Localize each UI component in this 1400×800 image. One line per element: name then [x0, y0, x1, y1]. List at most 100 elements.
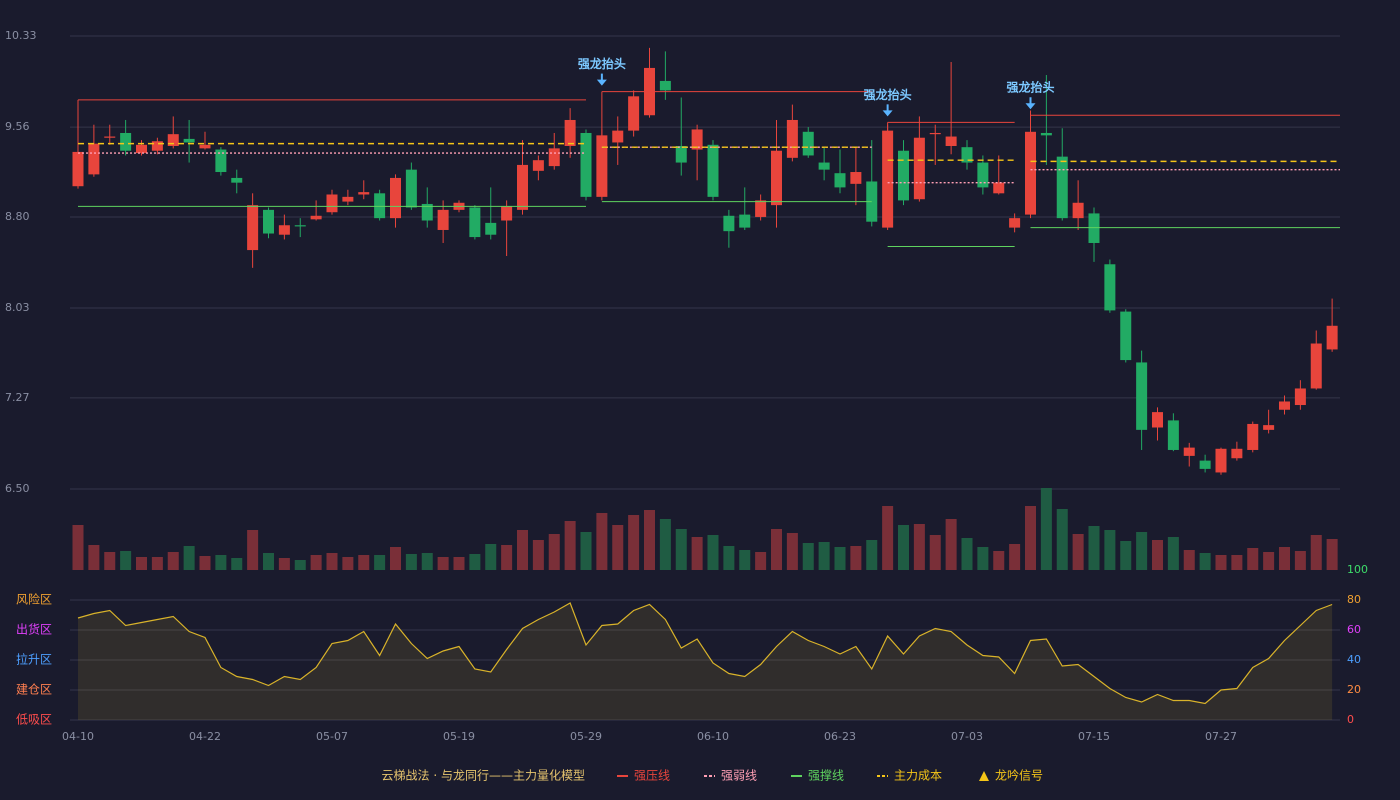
candle-body: [898, 150, 909, 201]
candle-body: [1167, 420, 1179, 450]
candle-body: [167, 134, 179, 146]
candle-body: [993, 182, 1005, 194]
x-tick-label: 04-10: [62, 730, 94, 743]
volume-bar: [1215, 555, 1227, 570]
y-tick-label: 8.80: [5, 210, 30, 223]
volume-bar: [1294, 551, 1306, 570]
legend-label: 主力成本: [894, 769, 942, 783]
oscillator-line: [77, 602, 1333, 705]
candle-body: [1294, 388, 1306, 406]
candle-body: [1231, 448, 1243, 459]
volume-bar: [644, 510, 655, 570]
candle-body: [517, 164, 528, 210]
volume-bar: [231, 558, 243, 570]
volume-bar: [818, 542, 830, 570]
volume-bar: [1199, 553, 1211, 570]
candle-body: [723, 215, 735, 232]
volume-bar: [437, 557, 449, 570]
volume-bar: [517, 530, 528, 570]
candle-body: [818, 162, 830, 170]
x-tick-label: 05-29: [570, 730, 602, 743]
candle-body: [1215, 448, 1227, 473]
volume-bar: [850, 546, 862, 570]
x-tick-label: 06-23: [824, 730, 856, 743]
volume-bar: [786, 533, 798, 570]
volume-bar: [88, 545, 100, 570]
volume-bar: [691, 537, 703, 570]
volume-bar: [247, 530, 259, 570]
candle-body: [1088, 213, 1100, 243]
candle-body: [1199, 460, 1211, 469]
candle-body: [1104, 264, 1116, 311]
y2-tick-label: 40: [1347, 653, 1361, 666]
y-tick-label: 6.50: [5, 482, 30, 495]
x-tick-label: 07-03: [951, 730, 983, 743]
signal-label: 强龙抬头: [578, 56, 626, 71]
candle-body: [691, 129, 703, 150]
candle-body: [913, 137, 925, 200]
volume-bar: [1263, 552, 1275, 570]
candle-body: [501, 206, 513, 221]
volume-bar: [199, 556, 211, 570]
candle-body: [612, 130, 624, 143]
volume-bar: [485, 544, 497, 570]
legend-label: 龙吟信号: [995, 768, 1043, 783]
candle-body: [1263, 425, 1275, 430]
volume-bar: [834, 547, 846, 570]
candle-body: [469, 207, 481, 238]
x-tick-label: 04-22: [189, 730, 221, 743]
volume-bar: [326, 553, 338, 570]
volume-bar: [1009, 544, 1021, 570]
volume-bar: [120, 551, 132, 570]
signal-arrow-head: [882, 110, 893, 117]
volume-bar: [993, 551, 1005, 570]
volume-bar: [802, 543, 814, 570]
volume-bar: [263, 553, 274, 570]
candle-body: [564, 119, 576, 146]
volume-bar: [755, 552, 767, 570]
volume-bar: [72, 525, 84, 570]
signal-arrow-head: [596, 79, 607, 86]
zone-label: 出货区: [16, 622, 52, 637]
candle-body: [548, 148, 560, 167]
candle-body: [151, 141, 163, 151]
volume-bar: [1326, 539, 1338, 570]
candle-body: [1310, 343, 1322, 389]
volume-bar: [1310, 535, 1322, 570]
signal-label: 强龙抬头: [864, 87, 912, 102]
volume-bar: [628, 515, 640, 570]
volume-bar: [453, 557, 465, 570]
volume-bar: [675, 529, 687, 570]
candle-body: [1183, 447, 1195, 456]
candle-body: [739, 214, 751, 228]
candle-body: [215, 149, 227, 173]
candle-body: [675, 145, 687, 163]
candle-body: [929, 132, 941, 135]
volume-bar: [1056, 509, 1068, 570]
y2-tick-label: 20: [1347, 683, 1361, 696]
candle-body: [294, 225, 306, 227]
volume-bar: [532, 540, 544, 570]
volume-bar: [405, 554, 417, 570]
volume-bar: [961, 538, 973, 570]
volume-bar: [278, 558, 290, 570]
volume-bar: [1167, 537, 1179, 570]
candle-body: [1279, 401, 1290, 410]
candle-body: [580, 132, 592, 197]
candle-body: [1136, 362, 1148, 430]
legend-label: 强撑线: [808, 768, 844, 783]
candle-body: [755, 200, 767, 217]
volume-bar: [421, 553, 433, 570]
zone-label: 低吸区: [16, 713, 52, 727]
volume-bar: [183, 546, 195, 570]
candle-body: [374, 193, 386, 219]
volume-bar: [1040, 488, 1052, 570]
volume-bar: [580, 532, 592, 570]
candle-body: [104, 136, 116, 138]
x-tick-label: 07-15: [1078, 730, 1110, 743]
volume-bar: [1120, 541, 1132, 570]
signal-arrow-head: [1025, 103, 1036, 110]
volume-bar: [358, 555, 370, 570]
